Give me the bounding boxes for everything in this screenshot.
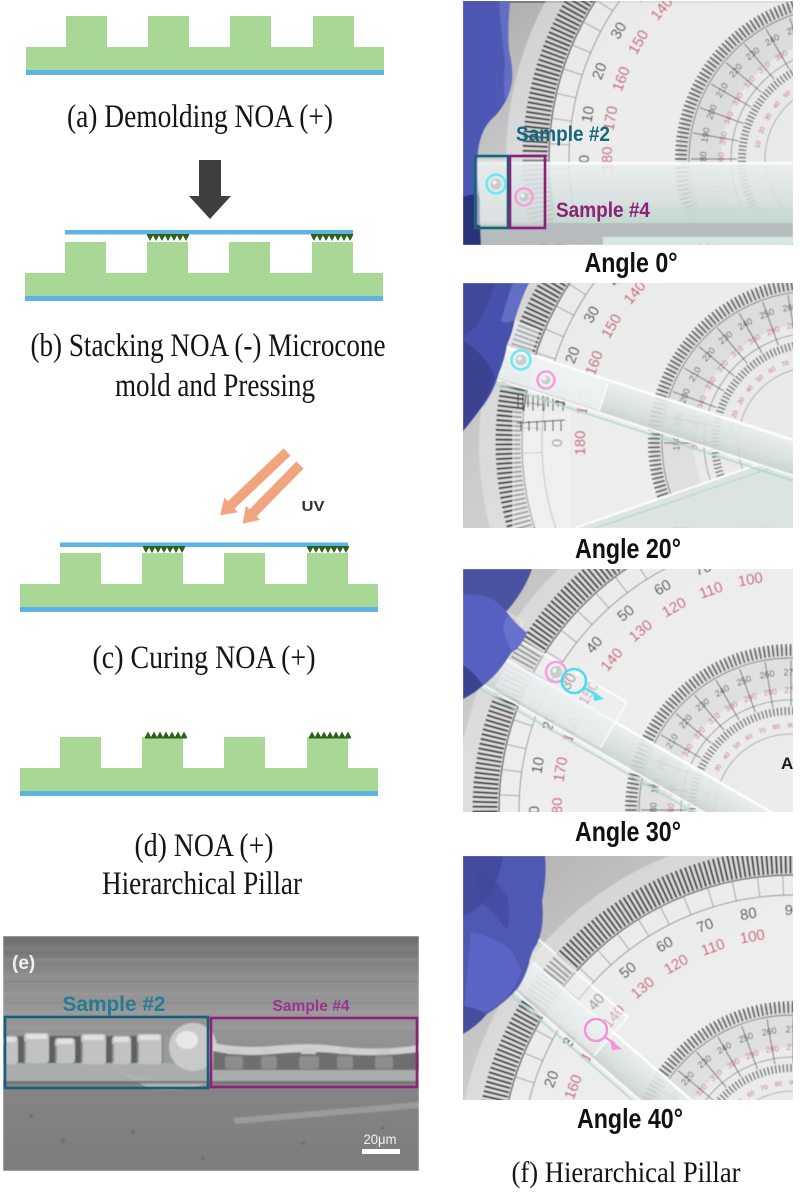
- svg-text:(d) NOA (+): (d) NOA (+): [135, 828, 274, 864]
- svg-text:Angle 30°: Angle 30°: [575, 816, 681, 847]
- svg-text:Hierarchical Pillar: Hierarchical Pillar: [102, 866, 302, 902]
- svg-text:Sample #4: Sample #4: [273, 998, 350, 1015]
- svg-text:(c) Curing NOA (+): (c) Curing NOA (+): [93, 640, 316, 676]
- svg-text:(e): (e): [12, 953, 35, 974]
- svg-text:UV: UV: [302, 498, 325, 515]
- svg-text:Angle 20°: Angle 20°: [575, 533, 681, 564]
- svg-text:20μm: 20μm: [364, 1132, 397, 1147]
- svg-text:(f) Hierarchical Pillar: (f) Hierarchical Pillar: [512, 1156, 741, 1189]
- svg-text:Sample #2: Sample #2: [63, 993, 166, 1016]
- svg-text:Angle 40°: Angle 40°: [577, 1103, 683, 1134]
- svg-text:(a) Demolding NOA (+): (a) Demolding NOA (+): [67, 99, 333, 135]
- svg-text:(b) Stacking NOA (-) Microcone: (b) Stacking NOA (-) Microcone: [31, 328, 386, 364]
- svg-text:Angle 0°: Angle 0°: [585, 247, 678, 278]
- svg-text:Sample #2: Sample #2: [516, 123, 610, 146]
- svg-text:mold and Pressing: mold and Pressing: [115, 368, 315, 404]
- svg-text:A: A: [781, 754, 793, 773]
- svg-text:Sample #4: Sample #4: [556, 199, 650, 222]
